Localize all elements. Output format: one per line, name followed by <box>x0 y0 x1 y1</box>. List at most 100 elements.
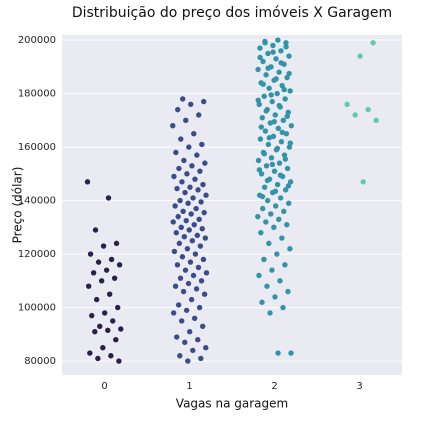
point <box>193 286 200 292</box>
point <box>185 280 192 287</box>
point <box>283 40 289 46</box>
point <box>202 235 209 241</box>
point <box>172 203 178 209</box>
point <box>185 200 191 206</box>
point <box>269 267 275 273</box>
point <box>275 37 281 43</box>
point <box>373 117 379 124</box>
point <box>196 216 202 223</box>
point <box>84 179 91 185</box>
point <box>87 350 93 356</box>
point <box>271 118 277 125</box>
point <box>198 278 205 284</box>
point <box>85 283 92 289</box>
point <box>194 152 200 158</box>
x-tick-label: 0 <box>101 381 107 392</box>
point <box>193 205 199 212</box>
point <box>265 50 271 57</box>
point <box>191 221 197 228</box>
point <box>95 259 102 265</box>
point <box>174 262 181 268</box>
point <box>181 233 188 240</box>
point <box>281 208 287 214</box>
point <box>187 328 193 335</box>
point <box>266 135 273 141</box>
y-tick-label: 80000 <box>24 356 56 367</box>
point <box>270 49 276 55</box>
point <box>279 235 285 241</box>
point <box>284 113 290 120</box>
point <box>190 195 196 201</box>
point <box>261 184 268 190</box>
point <box>188 296 195 303</box>
point <box>276 102 282 109</box>
point <box>272 294 278 300</box>
y-tick-label: 140000 <box>18 196 56 207</box>
point <box>258 124 264 130</box>
point <box>257 54 263 61</box>
point <box>265 141 272 148</box>
point <box>263 163 270 169</box>
point <box>259 299 265 305</box>
point <box>259 193 266 200</box>
point <box>278 60 284 66</box>
point <box>263 108 269 114</box>
y-tick-label: 100000 <box>18 303 56 314</box>
point <box>197 243 204 249</box>
point <box>258 171 265 177</box>
point <box>274 251 280 257</box>
point <box>183 117 189 124</box>
point <box>171 173 177 180</box>
point <box>277 172 284 178</box>
point <box>200 256 207 263</box>
point <box>190 347 196 354</box>
point <box>286 144 293 150</box>
point <box>184 171 190 177</box>
point <box>179 179 185 185</box>
point <box>195 187 201 193</box>
plot-area <box>62 35 402 375</box>
point <box>282 156 289 162</box>
y-tick-label: 180000 <box>18 89 56 100</box>
point <box>172 283 179 289</box>
point <box>286 200 292 206</box>
point <box>262 40 268 46</box>
point <box>113 240 120 247</box>
point <box>286 70 292 77</box>
point <box>199 225 205 232</box>
point <box>287 246 293 252</box>
point <box>105 195 112 201</box>
point <box>286 53 292 59</box>
point <box>183 217 189 224</box>
point <box>266 85 272 91</box>
point <box>182 339 188 346</box>
point <box>287 179 294 185</box>
point <box>192 176 198 182</box>
point <box>263 72 269 78</box>
point <box>255 213 261 220</box>
point <box>106 291 113 297</box>
point <box>179 254 186 260</box>
point <box>181 157 187 164</box>
point <box>108 353 114 359</box>
point <box>276 160 283 166</box>
point <box>283 131 290 137</box>
point <box>270 133 277 140</box>
point <box>182 189 188 196</box>
point <box>370 40 376 46</box>
point <box>256 272 262 279</box>
point <box>103 267 110 273</box>
point <box>200 181 206 188</box>
point <box>284 221 290 228</box>
point <box>255 157 262 164</box>
point <box>90 270 97 276</box>
x-tick-label: 3 <box>356 381 362 392</box>
point <box>277 195 284 201</box>
y-tick-label: 120000 <box>18 249 56 260</box>
point <box>202 160 208 166</box>
point <box>171 248 178 255</box>
point <box>267 310 273 316</box>
point <box>259 114 265 121</box>
point <box>188 101 194 107</box>
y-axis-label: Preço (dólar) <box>11 167 25 244</box>
